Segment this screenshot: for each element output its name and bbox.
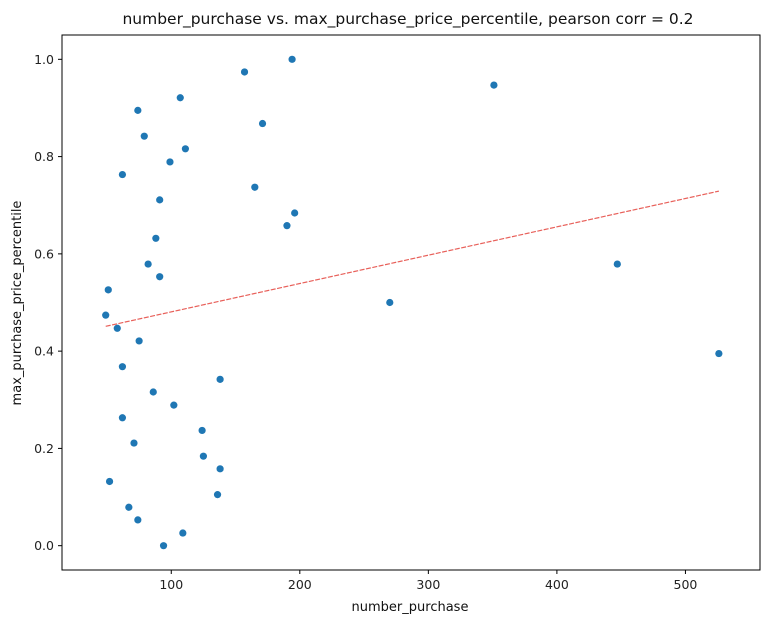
data-point: [118, 414, 127, 422]
data-point: [118, 170, 127, 179]
data-point: [283, 222, 291, 230]
data-point: [291, 209, 299, 217]
data-point: [258, 119, 267, 128]
data-point: [135, 337, 143, 345]
data-point: [490, 81, 498, 89]
data-point: [105, 477, 114, 486]
data-point: [130, 439, 138, 447]
x-tick-label: 400: [545, 577, 569, 592]
data-point: [181, 145, 190, 153]
data-point: [118, 363, 127, 371]
data-point: [166, 158, 174, 166]
y-axis-label: max_purchase_price_percentile: [10, 201, 25, 406]
data-point: [216, 375, 224, 383]
data-point: [134, 516, 142, 524]
y-tick-label: 0.6: [34, 246, 54, 261]
data-point: [104, 286, 112, 294]
data-point: [152, 234, 160, 242]
x-tick-label: 500: [674, 577, 698, 592]
data-point: [170, 401, 178, 409]
trend-line: [105, 190, 719, 327]
data-point: [144, 260, 152, 268]
data-point: [159, 542, 168, 550]
data-point: [288, 55, 296, 63]
plot-area: [102, 55, 723, 550]
data-point: [216, 465, 224, 473]
data-point: [179, 529, 187, 537]
axes-frame: [61, 34, 761, 571]
data-point: [140, 132, 148, 140]
x-tick-label: 200: [288, 577, 312, 592]
y-tick-label: 0.4: [34, 344, 54, 359]
data-point: [149, 388, 157, 396]
data-point: [134, 106, 142, 114]
data-point: [156, 273, 164, 281]
x-axis-label: number_purchase: [352, 600, 469, 615]
y-axis-ticks: 0.0 0.2 0.4 0.6 0.8 1.0: [34, 52, 62, 553]
data-point: [156, 196, 164, 204]
data-point: [199, 452, 207, 460]
y-tick-label: 0.2: [34, 441, 54, 456]
data-point: [715, 349, 723, 358]
y-tick-label: 1.0: [34, 52, 54, 67]
data-point: [176, 94, 184, 102]
y-tick-label: 0.8: [34, 149, 54, 164]
data-point: [198, 426, 206, 435]
data-point: [386, 298, 394, 307]
y-tick-label: 0.0: [34, 538, 54, 553]
data-point: [240, 68, 249, 76]
data-point: [125, 503, 133, 511]
data-point: [251, 183, 259, 191]
data-point: [102, 311, 110, 319]
chart-title: number_purchase vs. max_purchase_price_p…: [122, 10, 693, 29]
x-tick-label: 300: [416, 577, 440, 592]
data-point: [113, 324, 121, 332]
data-point: [213, 491, 222, 499]
data-point: [613, 260, 621, 268]
x-tick-label: 100: [159, 577, 183, 592]
x-axis-ticks: 100 200 300 400 500: [159, 570, 697, 592]
